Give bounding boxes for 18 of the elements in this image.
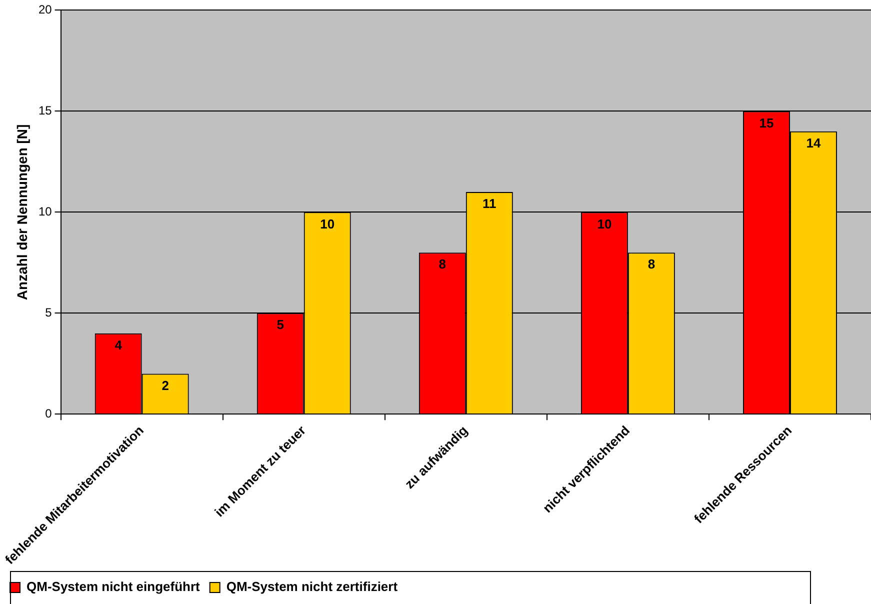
data-label: 14 <box>806 135 822 150</box>
y-tick-label: 10 <box>38 204 52 218</box>
data-label: 2 <box>162 378 169 393</box>
y-tick-label: 0 <box>45 406 52 420</box>
data-label: 8 <box>438 256 446 272</box>
legend-label: QM-System nicht zertifiziert <box>226 579 398 594</box>
data-label: 4 <box>114 337 123 352</box>
data-label: 11 <box>482 196 496 212</box>
data-label: 10 <box>597 216 612 232</box>
y-tick-label: 20 <box>38 2 52 17</box>
data-label: 15 <box>759 115 774 130</box>
legend-label: QM-System nicht eingeführt <box>26 579 201 594</box>
data-label: 10 <box>320 216 335 232</box>
y-axis-title: Anzahl der Nennungen [N] <box>14 124 30 300</box>
data-label: 8 <box>648 256 656 272</box>
data-label: 5 <box>276 317 284 332</box>
y-tick-label: 5 <box>45 305 52 320</box>
y-tick-label: 15 <box>38 104 52 118</box>
